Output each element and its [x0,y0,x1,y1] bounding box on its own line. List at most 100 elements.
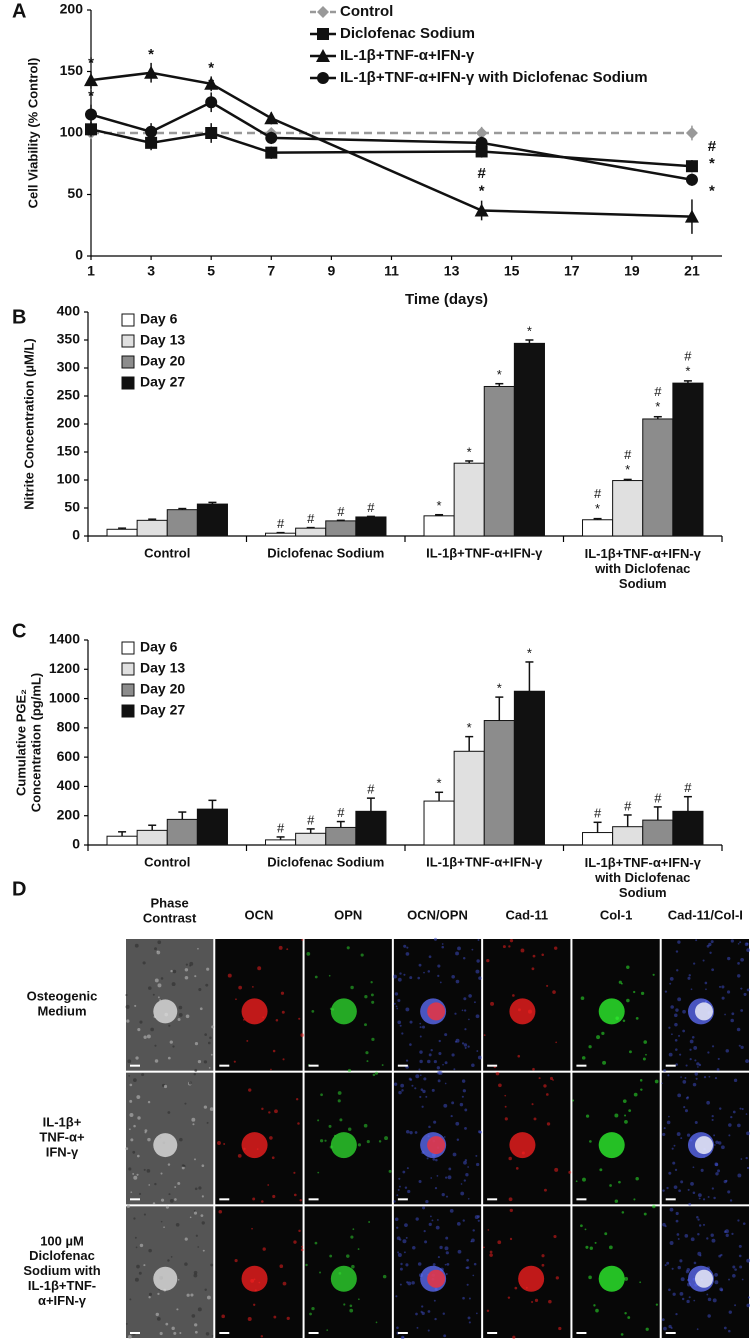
speck [174,1186,177,1189]
speck [405,1129,410,1134]
x-tick-label: Diclofenac Sodium [267,854,384,869]
micrograph-texture [483,1208,562,1339]
speck [274,1109,278,1114]
micrograph-texture [306,946,384,1073]
speck [210,1053,213,1056]
marker [685,173,698,186]
speck [601,1031,605,1035]
speck [399,1283,402,1286]
speck [434,1187,438,1190]
speck [430,1215,432,1218]
bar [166,509,198,537]
speck [421,1305,424,1308]
speck [143,1168,146,1171]
bar [672,810,704,846]
speck [677,1265,681,1270]
speck [374,1071,379,1075]
speck [721,996,725,1000]
speck [405,1059,409,1062]
speck [666,1120,671,1125]
speck [711,1115,714,1118]
speck [675,1219,679,1223]
speck [543,1188,547,1192]
legend-swatch [121,313,135,327]
micrograph-texture [661,1207,750,1335]
panel-label: C [12,620,26,642]
speck [309,1312,312,1316]
bar [355,516,387,537]
speck [154,1044,157,1047]
speck [554,1167,559,1172]
speck [622,1019,626,1023]
speck [402,1170,406,1174]
speck [514,1286,518,1290]
speck [672,1161,676,1165]
legend-label: Day 13 [140,332,185,348]
speck [464,1126,467,1130]
speck [655,1303,659,1306]
speck [174,1198,177,1201]
speck [143,1035,147,1039]
speck [443,1334,447,1338]
speck [495,1071,500,1076]
speck [364,1023,367,1027]
speck [278,945,283,950]
speck [693,1261,697,1265]
speck [189,1216,192,1219]
speck [445,1251,449,1255]
panel-label: B [12,306,26,328]
scale-bar [487,1332,498,1334]
speck [148,1292,153,1296]
speck [746,948,750,953]
speck [585,1114,590,1118]
speck [314,1241,318,1245]
speck [136,1154,140,1158]
speck [133,1217,136,1220]
speck [666,1186,669,1190]
speck [444,1061,448,1065]
speck [197,1059,202,1064]
speck [487,1229,490,1231]
speck [443,1103,448,1108]
speck [509,1237,513,1241]
speck [490,1001,495,1006]
series-line [90,100,693,181]
speck [737,962,740,965]
speck [738,1244,742,1248]
speck [626,965,630,969]
speck [418,963,422,967]
speck [447,1175,452,1180]
speck [589,1140,592,1143]
speck [464,1046,467,1049]
speck [157,940,162,945]
speck [167,1259,170,1262]
speck [581,1056,586,1060]
speck [737,1219,740,1222]
speck [415,1217,419,1221]
speck [723,1179,727,1184]
speck [143,1264,146,1267]
speck [682,1029,686,1033]
speck [175,1222,180,1227]
speck [415,1312,418,1316]
speck [419,1074,422,1077]
speck [668,1052,673,1057]
speck [692,1166,695,1169]
speck [475,1312,478,1315]
y-tick-label: 1400 [49,631,80,647]
speck [677,940,681,944]
speck [706,1237,709,1240]
speck [714,1273,718,1277]
legend-label: IL-1β+TNF-α+IFN-γ [340,47,475,64]
speck [163,1226,165,1229]
speck [438,1070,443,1075]
y-tick-label: 1000 [49,689,80,705]
speck [436,1174,439,1177]
speck [713,1134,716,1137]
speck [695,1077,698,1080]
speck [394,1217,399,1222]
speck [134,943,139,948]
speck [627,1316,631,1319]
legend-label: Day 6 [140,639,178,655]
significance: # [307,511,315,526]
